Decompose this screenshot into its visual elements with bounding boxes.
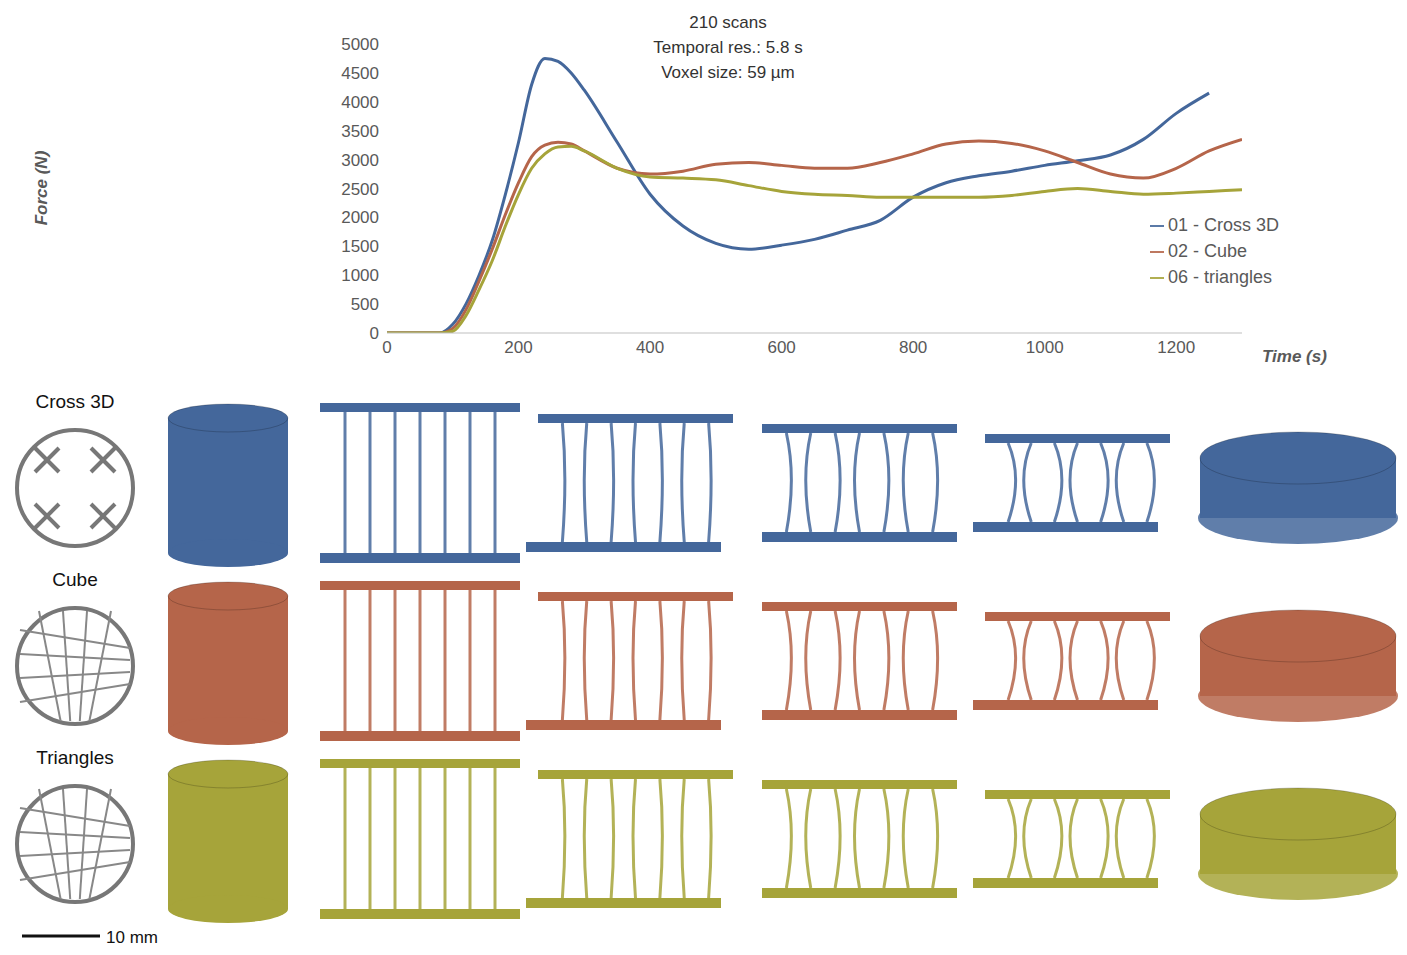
html-text:06 - triangles: 06 - triangles: [1168, 267, 1273, 287]
svg-text:500: 500: [351, 295, 379, 314]
svg-text:Cross 3D: Cross 3D: [35, 391, 114, 412]
svg-text:3000: 3000: [341, 151, 379, 170]
svg-text:0: 0: [382, 338, 391, 357]
svg-text:1000: 1000: [341, 266, 379, 285]
svg-text:200: 200: [504, 338, 532, 357]
svg-text:600: 600: [767, 338, 795, 357]
html-text:210 scans: 210 scans: [689, 13, 767, 32]
svg-text:400: 400: [636, 338, 664, 357]
html-text:02 - Cube: 02 - Cube: [1168, 241, 1248, 261]
svg-text:5000: 5000: [341, 35, 379, 54]
html-text:01 - Cross 3D: 01 - Cross 3D: [1168, 215, 1279, 235]
html-text:Voxel size: 59 µm: Voxel size: 59 µm: [661, 63, 795, 82]
svg-text:2500: 2500: [341, 180, 379, 199]
svg-text:2000: 2000: [341, 208, 379, 227]
svg-text:1000: 1000: [1026, 338, 1064, 357]
html-text:Force (N): Force (N): [32, 150, 51, 226]
svg-text:4500: 4500: [341, 64, 379, 83]
svg-text:4000: 4000: [341, 93, 379, 112]
html-text:Time (s): Time (s): [1262, 347, 1327, 366]
svg-text:Triangles: Triangles: [36, 747, 113, 768]
svg-text:1500: 1500: [341, 237, 379, 256]
svg-text:800: 800: [899, 338, 927, 357]
svg-text:1200: 1200: [1157, 338, 1195, 357]
svg-text:0: 0: [370, 324, 379, 343]
svg-text:10 mm: 10 mm: [106, 928, 158, 947]
svg-text:3500: 3500: [341, 122, 379, 141]
svg-text:Cube: Cube: [52, 569, 97, 590]
html-text:Temporal res.: 5.8 s: Temporal res.: 5.8 s: [653, 38, 803, 57]
